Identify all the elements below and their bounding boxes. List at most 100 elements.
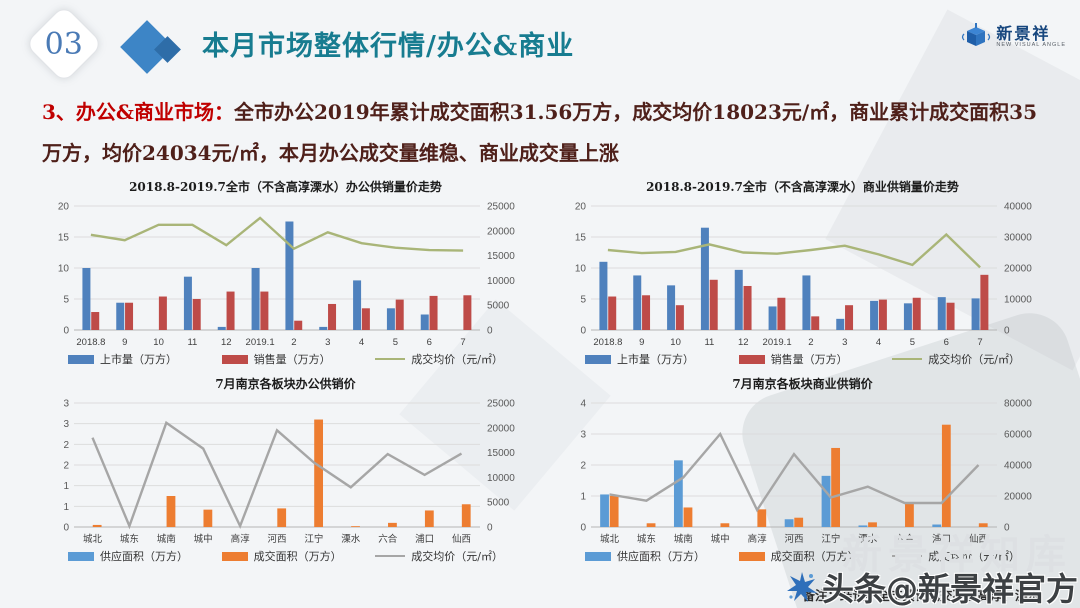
svg-text:城中: 城中 <box>194 533 213 545</box>
byline-watermark: 头条@新景祥官方 <box>784 564 1078 608</box>
svg-text:2018.8: 2018.8 <box>76 337 105 348</box>
svg-text:15: 15 <box>58 233 70 244</box>
chart-title: 7月南京各板块办公供销价 <box>215 377 356 391</box>
legend-item: 成交均价（元/㎡） <box>892 351 1020 367</box>
svg-text:2: 2 <box>291 337 296 348</box>
legend-label: 销售量（万方） <box>770 353 848 366</box>
legend-bar-swatch <box>738 551 765 561</box>
svg-text:3: 3 <box>325 337 330 348</box>
svg-text:0: 0 <box>63 523 69 534</box>
legend-label: 成交面积（万方） <box>253 550 342 563</box>
commercial-district-chart: 7月南京各板块商业供销价 0 1 2 3 4 0 20000 40000 60000 80000 城… <box>555 373 1050 564</box>
legend-label: 成交面积（万方） <box>770 550 859 563</box>
svg-text:2: 2 <box>63 461 69 472</box>
chart-legend: 供应面积（万方） 成交面积（万方） 成交均价（元/㎡） <box>38 548 533 564</box>
svg-text:10000: 10000 <box>487 276 515 287</box>
svg-text:7: 7 <box>977 337 982 348</box>
summary-lead: 3、办公&商业市场： <box>42 100 234 124</box>
svg-text:城东: 城东 <box>120 533 139 545</box>
svg-text:9: 9 <box>639 337 644 348</box>
svg-text:12: 12 <box>738 337 749 348</box>
svg-text:4: 4 <box>580 399 586 410</box>
chart-title: 2018.8-2019.7全市（不含高淳溧水）办公供销量价走势 <box>129 180 442 194</box>
chart-canvas: 0 5 10 15 20 0 5000 10000 15000 20000 25000 2018.8 9… <box>58 202 515 349</box>
legend-item: 上市量（万方） <box>585 351 694 367</box>
legend-line-swatch <box>892 357 923 361</box>
svg-text:5: 5 <box>580 295 586 306</box>
legend-item: 销售量（万方） <box>221 351 331 367</box>
logo-subtitle: NEW VISUAL ANGLE <box>996 41 1066 48</box>
svg-text:城北: 城北 <box>83 534 103 545</box>
logo-text: 新景祥 NEW VISUAL ANGLE <box>996 23 1066 49</box>
summary-paragraph: 3、办公&商业市场：全市办公2019年累计成交面积31.56万方，成交均价180… <box>42 92 1047 174</box>
svg-text:浦口: 浦口 <box>415 533 434 545</box>
svg-text:1: 1 <box>63 502 69 513</box>
svg-text:河西: 河西 <box>267 533 286 545</box>
office-monthly-trend-chart: 2018.8-2019.7全市（不含高淳溧水）办公供销量价走势 0 5 10 15 20… <box>38 176 533 367</box>
legend-label: 供应面积（万方） <box>100 550 188 563</box>
section-number-badge: 03 <box>24 4 104 84</box>
legend-item: 成交均价（元/㎡） <box>375 548 503 564</box>
legend-line-swatch <box>375 357 406 361</box>
legend-label: 成交均价（元/㎡） <box>411 550 503 563</box>
svg-text:3: 3 <box>63 419 69 430</box>
svg-text:11: 11 <box>187 337 197 348</box>
footnote: 备注：结论中全市累计成交不含高淳、溧水 <box>802 588 1040 603</box>
page-title: 本月市场整体行情/办公&商业 <box>202 31 575 62</box>
svg-text:河西: 河西 <box>784 533 803 545</box>
legend-item: 销售量（万方） <box>738 351 848 367</box>
svg-text:5: 5 <box>910 337 915 348</box>
svg-text:40000: 40000 <box>1004 202 1032 213</box>
svg-text:10000: 10000 <box>487 473 515 484</box>
toutiao-splash-icon <box>786 572 817 602</box>
logo-name: 新景祥 <box>996 23 1051 43</box>
commercial-district-plot: 0 1 2 3 4 0 20000 40000 60000 80000 城北 城东 城南 城中 高淳 河西 江宁… <box>555 395 1050 547</box>
svg-text:5: 5 <box>393 337 398 348</box>
svg-text:城南: 城南 <box>157 533 176 545</box>
legend-item: 上市量（万方） <box>68 351 177 367</box>
legend-bar-swatch <box>585 551 611 561</box>
svg-text:20000: 20000 <box>1004 264 1032 275</box>
svg-text:20000: 20000 <box>487 423 515 434</box>
svg-text:6: 6 <box>944 337 949 348</box>
summary-body: 全市办公2019年累计成交面积31.56万方，成交均价18023元/㎡，商业累计… <box>42 100 1037 165</box>
svg-text:6: 6 <box>427 337 432 348</box>
legend-bar-swatch <box>221 354 248 364</box>
svg-text:2: 2 <box>63 440 69 451</box>
svg-text:0: 0 <box>1004 523 1010 534</box>
svg-text:0: 0 <box>63 326 69 337</box>
legend-bar-swatch <box>221 551 248 561</box>
office-district-chart: 7月南京各板块办公供销价 0 1 1 2 2 3 3 0 5000 10000 15000 20000… <box>38 373 533 564</box>
section-number: 03 <box>44 26 84 62</box>
svg-text:20000: 20000 <box>487 226 515 237</box>
svg-text:40000: 40000 <box>1004 461 1032 472</box>
svg-text:12: 12 <box>221 337 232 348</box>
svg-text:80000: 80000 <box>1004 399 1032 410</box>
svg-text:2018.8: 2018.8 <box>593 337 622 348</box>
svg-text:0: 0 <box>487 326 493 337</box>
svg-text:30000: 30000 <box>1004 233 1032 244</box>
office-district-plot: 0 1 1 2 2 3 3 0 5000 10000 15000 20000 25000 城北 城东 城南 城中… <box>38 395 533 547</box>
svg-text:4: 4 <box>876 337 881 348</box>
legend-line-swatch <box>892 554 923 558</box>
chart-canvas: 0 1 1 2 2 3 3 0 5000 10000 15000 20000 25000 城北 城东 城南 城中… <box>63 399 515 546</box>
svg-text:11: 11 <box>704 337 714 348</box>
legend-item: 成交均价（元/㎡） <box>375 351 503 367</box>
svg-text:2019.1: 2019.1 <box>763 337 792 348</box>
legend-line-swatch <box>375 554 406 558</box>
legend-bar-swatch <box>68 354 94 364</box>
commercial-monthly-trend-chart: 2018.8-2019.7全市（不含高淳溧水）商业供销量价走势 0 5 10 15 20… <box>555 176 1050 367</box>
legend-item: 供应面积（万方） <box>68 548 188 564</box>
office-monthly-trend-plot: 0 5 10 15 20 0 5000 10000 15000 20000 25000 2018.8 9… <box>38 198 533 350</box>
svg-text:60000: 60000 <box>1004 430 1032 441</box>
svg-text:仙西: 仙西 <box>969 533 988 545</box>
svg-text:高淳: 高淳 <box>231 533 251 545</box>
svg-text:3: 3 <box>842 337 847 348</box>
svg-text:0: 0 <box>580 326 586 337</box>
legend-label: 成交均价（元/㎡） <box>411 353 503 366</box>
svg-text:5000: 5000 <box>487 301 510 312</box>
svg-text:5: 5 <box>63 295 69 306</box>
svg-text:2019.1: 2019.1 <box>246 337 275 348</box>
svg-text:2: 2 <box>580 461 586 472</box>
